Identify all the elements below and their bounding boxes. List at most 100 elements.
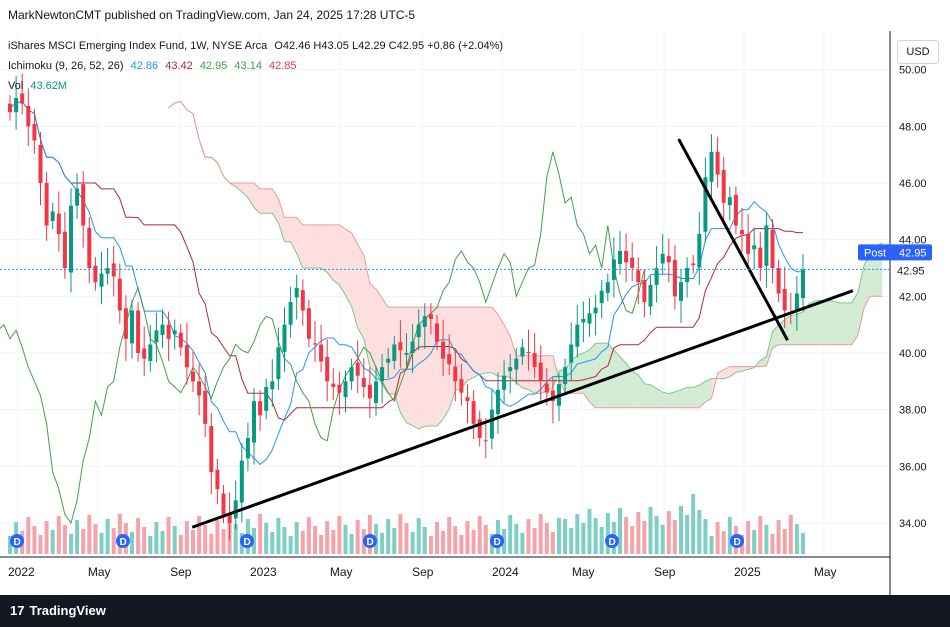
candle-body [575, 324, 580, 347]
volume-bar [563, 519, 568, 554]
volume-label[interactable]: Vol [8, 80, 24, 92]
candle-body [569, 344, 574, 363]
volume-bar [593, 518, 598, 554]
cloud-segment [327, 224, 334, 281]
candle-body [404, 353, 409, 355]
volume-bar [349, 534, 354, 554]
volume-bar [624, 517, 629, 554]
volume-bar [386, 519, 391, 554]
candle-body [605, 282, 610, 293]
dividend-marker-icon[interactable] [605, 534, 619, 548]
volume-bar [75, 520, 80, 554]
candle-body [453, 366, 458, 382]
volume-bar [282, 527, 287, 554]
candle-body [380, 367, 385, 382]
candle-body [764, 225, 769, 266]
volume-bar [270, 532, 275, 554]
dividend-marker-icon[interactable] [730, 534, 744, 548]
candle-body [703, 177, 708, 232]
cloud-segment [461, 307, 468, 389]
dividend-marker-icon[interactable] [10, 534, 24, 548]
candle-body [740, 230, 744, 234]
ichimoku-lagging-value: 42.95 [199, 60, 228, 72]
volume-bar [398, 514, 403, 554]
cloud-segment [656, 388, 663, 408]
support-trendline [191, 289, 854, 529]
ichimoku-span-a-line [168, 101, 883, 430]
volume-bar [93, 524, 98, 554]
last-price-axis-label: 42.95 [897, 265, 925, 277]
candle-body [538, 362, 543, 382]
candle-body [435, 323, 439, 342]
cloud-segment [498, 314, 505, 377]
candle-body [672, 260, 677, 297]
volume-bar [276, 518, 281, 554]
candle-body [697, 234, 702, 268]
x-tick-label: May [572, 565, 595, 579]
volume-bar [422, 527, 427, 554]
price-tag: Post 42.95 42.95 [858, 244, 932, 277]
candle-body [282, 324, 287, 352]
volume-bar [416, 518, 421, 554]
cloud-segment [613, 350, 620, 408]
candle-body [44, 183, 49, 226]
volume-bar [532, 528, 537, 554]
dividend-marker-icon[interactable] [363, 534, 377, 548]
volume-bar [794, 524, 799, 554]
ichimoku-legend: Ichimoku (9, 26, 52, 26) 42.86 43.42 42.… [8, 60, 301, 72]
candle-body [746, 234, 751, 254]
cloud-segment [308, 224, 315, 268]
volume-bar [758, 516, 763, 554]
volume-bar [105, 519, 110, 554]
volume-bar [801, 533, 805, 554]
y-tick-label: 40.00 [899, 348, 927, 360]
candle-body [38, 145, 43, 183]
volume-bar [313, 526, 317, 554]
cloud-segment [626, 363, 633, 408]
candle-body [422, 316, 427, 327]
dividend-marker-icon[interactable] [240, 534, 254, 548]
candle-body [227, 514, 232, 523]
volume-bar [62, 525, 67, 554]
symbol-name[interactable]: iShares MSCI Emerging Index Fund, 1W, NY… [8, 40, 268, 52]
cloud-segment [790, 314, 797, 345]
volume-bar [447, 517, 452, 554]
cloud-segment [424, 307, 431, 427]
dividend-marker-label: D [734, 537, 741, 548]
volume-bar [715, 522, 720, 554]
cloud-segment [333, 224, 340, 286]
cloud-segment [443, 307, 450, 420]
cloud-segment [632, 371, 639, 408]
candle-body [166, 324, 171, 339]
cloud-segment [247, 183, 254, 208]
cloud-segment [369, 283, 376, 373]
candle-body [331, 383, 336, 387]
cloud-segment [662, 392, 669, 408]
volume-bar [605, 513, 610, 554]
volume-bar [557, 518, 561, 554]
volume-bar [50, 530, 55, 554]
candle-body [654, 268, 659, 285]
cloud-segment [357, 244, 364, 339]
cloud-segment [345, 229, 352, 307]
ichimoku-label[interactable]: Ichimoku (9, 26, 52, 26) [8, 60, 124, 72]
cloud-segment [339, 224, 346, 296]
candle-body [398, 342, 403, 351]
candle-body [483, 440, 488, 442]
volume-bar [453, 526, 458, 554]
candle-body [191, 371, 195, 382]
volume-bar [44, 521, 49, 554]
volume-bar [459, 535, 464, 554]
volume-bar [325, 521, 330, 554]
candle-body [550, 390, 555, 402]
cloud-segment [266, 188, 273, 214]
dividend-marker-label: D [609, 537, 616, 548]
dividend-marker-icon[interactable] [490, 534, 504, 548]
currency-button[interactable]: USD [897, 40, 939, 64]
volume-bar [746, 521, 751, 554]
volume-bar [764, 525, 769, 554]
volume-bar [654, 516, 659, 554]
tradingview-logo[interactable]: 17 TradingView [10, 603, 106, 618]
candle-body [252, 401, 256, 443]
dividend-marker-icon[interactable] [116, 534, 130, 548]
